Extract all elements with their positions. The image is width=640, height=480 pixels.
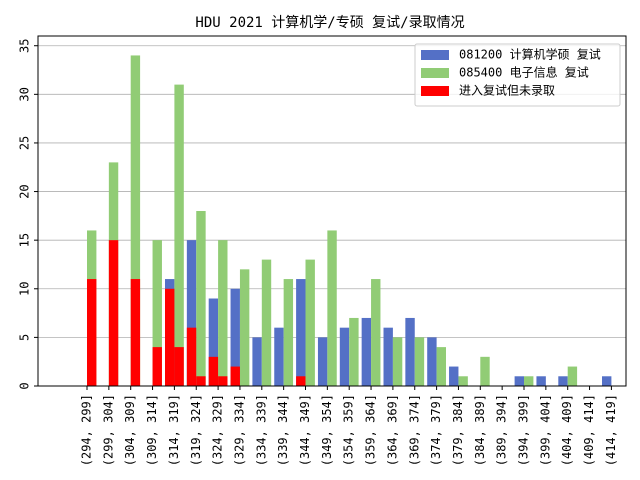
legend-box — [414, 43, 621, 107]
x-tick-label: (299, 304] — [101, 394, 115, 466]
x-tick-label: (409, 414] — [582, 394, 596, 466]
plot-frame — [37, 35, 627, 387]
bar-085400 — [261, 259, 272, 386]
x-tick-label: (414, 419] — [604, 394, 618, 466]
legend-swatch — [421, 50, 449, 60]
bar-not-admitted-081200 — [186, 327, 197, 386]
axes — [37, 35, 627, 387]
x-tick-label: (364, 369] — [385, 394, 399, 466]
bar-085400 — [327, 230, 337, 386]
y-tick-label: 30 — [18, 87, 32, 101]
legend-label: 进入复试但未录取 — [459, 83, 555, 98]
bar-not-admitted-081200 — [208, 356, 219, 386]
x-tick-label: (394, 399] — [517, 394, 531, 466]
bar-081200 — [208, 298, 219, 386]
bar-081200 — [230, 288, 240, 386]
x-tick-label: (389, 394] — [495, 394, 509, 466]
y-tick-label: 10 — [18, 282, 32, 296]
x-tick-label: (404, 409] — [560, 394, 574, 466]
x-axis-ticks: (294, 299] (299, 304] (304, 309] (309, 314]… — [80, 386, 618, 466]
x-tick-label: (309, 314] — [145, 394, 159, 466]
bar-not-admitted-085400 — [130, 279, 141, 386]
x-tick-label: (314, 319] — [167, 394, 181, 466]
bar-085400 — [130, 55, 141, 386]
y-tick-label: 25 — [18, 136, 32, 150]
bar-085400 — [458, 376, 468, 386]
bar-085400 — [414, 337, 425, 386]
bar-085400 — [436, 347, 446, 386]
legend-label: 085400 电子信息 复试 — [459, 65, 589, 80]
x-tick-label: (359, 364] — [364, 394, 378, 466]
legend-swatch — [421, 86, 449, 96]
bar-085400 — [392, 337, 403, 386]
y-tick-label: 35 — [18, 38, 32, 52]
x-tick-label: (324, 329] — [211, 394, 225, 466]
bar-081200 — [536, 376, 546, 386]
bars — [87, 55, 612, 386]
bar-085400 — [349, 317, 359, 386]
bar-not-admitted-081200 — [230, 366, 240, 386]
bar-081200 — [252, 337, 262, 386]
bar-081200 — [339, 327, 350, 386]
x-tick-label: (374, 379] — [429, 394, 443, 466]
bar-085400 — [239, 269, 250, 386]
x-tick-label: (304, 309] — [123, 394, 137, 466]
legend-label: 081200 计算机学硕 复试 — [459, 47, 601, 62]
y-tick-label: 5 — [18, 334, 32, 341]
x-tick-label: (369, 374] — [407, 394, 421, 466]
x-tick-label: (379, 384] — [451, 394, 465, 466]
y-tick-label: 15 — [18, 233, 32, 247]
bar-081200 — [514, 376, 524, 386]
x-tick-label: (399, 404] — [538, 394, 552, 466]
x-tick-label: (349, 354] — [320, 394, 334, 466]
bar-not-admitted-085400 — [152, 347, 162, 386]
chart-title: HDU 2021 计算机学/专硕 复试/录取情况 — [195, 14, 464, 31]
bar-085400 — [524, 376, 534, 386]
x-tick-label: (339, 344] — [276, 394, 290, 466]
bar-081200 — [558, 376, 568, 386]
x-tick-label: (334, 339] — [254, 394, 268, 466]
bar-not-admitted-085400 — [218, 376, 228, 386]
bar-085400 — [567, 366, 578, 386]
y-tick-label: 20 — [18, 184, 32, 198]
y-axis-ticks: 0 5 10 15 20 25 30 35 — [18, 38, 38, 390]
bar-081200 — [602, 376, 612, 386]
bar-085400 — [305, 259, 315, 386]
bar-not-admitted-085400 — [108, 240, 119, 386]
bar-081200 — [361, 317, 372, 386]
x-tick-label: (344, 349] — [298, 394, 312, 466]
bar-085400 — [283, 279, 294, 386]
bar-not-admitted-085400 — [196, 376, 206, 386]
x-tick-label: (354, 359] — [342, 394, 356, 466]
bar-085400 — [218, 240, 228, 386]
bar-081200 — [449, 366, 459, 386]
x-tick-label: (384, 389] — [473, 394, 487, 466]
bar-not-admitted-081200 — [165, 288, 175, 386]
bar-081200 — [296, 279, 306, 386]
bar-081200 — [427, 337, 437, 386]
bar-081200 — [317, 337, 328, 386]
bar-not-admitted-085400 — [174, 347, 184, 386]
legend-swatch — [421, 68, 449, 78]
bar-not-admitted-081200 — [296, 376, 306, 386]
bar-085400 — [152, 240, 162, 386]
x-tick-label: (294, 299] — [80, 394, 94, 466]
bar-081200 — [274, 327, 284, 386]
bar-085400 — [196, 211, 206, 386]
bar-085400 — [480, 356, 490, 386]
bar-081200 — [383, 327, 393, 386]
bar-081200 — [186, 240, 197, 386]
x-tick-label: (319, 324] — [189, 394, 203, 466]
bar-081200 — [405, 317, 415, 386]
bar-085400 — [174, 84, 184, 386]
y-tick-label: 0 — [18, 382, 32, 389]
x-tick-label: (329, 334] — [232, 394, 246, 466]
bar-085400 — [371, 279, 381, 386]
bar-not-admitted-085400 — [87, 279, 97, 386]
